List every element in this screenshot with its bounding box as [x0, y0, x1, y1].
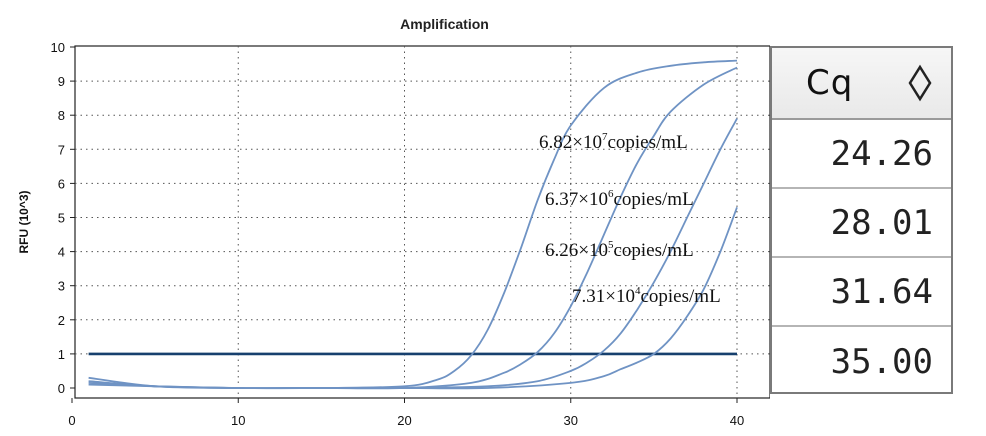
x-tick-label: 0 [68, 413, 75, 428]
x-tick-label: 10 [231, 413, 245, 428]
concentration-label: 6.37×106copies/mL [545, 188, 694, 210]
y-tick-label: 7 [58, 142, 65, 157]
cq-value: 24.26 [772, 120, 951, 189]
y-tick-label: 1 [58, 347, 65, 362]
concentration-label: 6.26×105copies/mL [545, 239, 694, 261]
cq-header-label: Cq [806, 63, 854, 103]
y-tick-label: 3 [58, 279, 65, 294]
y-tick-label: 9 [58, 74, 65, 89]
concentration-label: 7.31×104copies/mL [572, 285, 721, 307]
x-tick-label: 30 [564, 413, 578, 428]
sort-diamond-icon[interactable] [907, 64, 933, 102]
cq-column-header[interactable]: Cq [772, 48, 951, 120]
y-tick-label: 8 [58, 108, 65, 123]
y-tick-label: 2 [58, 313, 65, 328]
cq-value: 31.64 [772, 258, 951, 327]
y-tick-label: 4 [58, 245, 65, 260]
concentration-label: 6.82×107copies/mL [539, 131, 688, 153]
x-tick-label: 20 [397, 413, 411, 428]
y-tick-label: 10 [51, 40, 65, 55]
y-tick-label: 6 [58, 176, 65, 191]
amplification-curve-4 [88, 206, 738, 390]
cq-value: 35.00 [830, 341, 933, 382]
cq-value: 28.01 [772, 189, 951, 258]
amplification-chart: Amplification 0 1 2 3 4 5 6 7 8 9 10 0 10 20 30 40 RFU (1… [17, 16, 770, 428]
y-axis-label: RFU (10^3) [17, 190, 31, 253]
cq-table: Cq 24.26 28.01 31.64 35.00 [770, 46, 953, 394]
y-tick-label: 0 [58, 381, 65, 396]
plot-frame [74, 45, 770, 399]
y-tick-label: 5 [58, 211, 65, 226]
chart-title: Amplification [400, 16, 489, 32]
x-tick-label: 40 [730, 413, 744, 428]
